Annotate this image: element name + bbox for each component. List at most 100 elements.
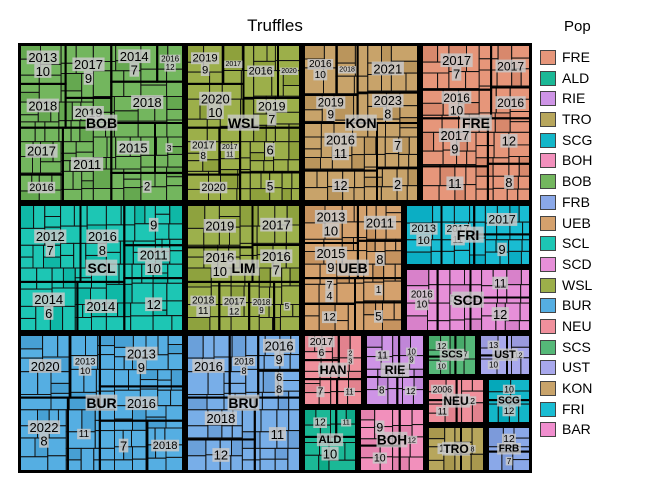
label-backdrop xyxy=(265,142,275,157)
label-backdrop xyxy=(232,356,256,366)
treemap-subcell xyxy=(520,357,531,376)
treemap-subcell xyxy=(81,188,94,202)
treemap-subcell xyxy=(520,284,531,304)
label-backdrop xyxy=(72,57,105,72)
treemap-subcell xyxy=(316,168,329,188)
treemap-group-han: 20176823711HAN xyxy=(300,331,366,409)
cell-label: 2018 xyxy=(206,411,235,426)
treemap-subcell xyxy=(230,455,243,472)
treemap-subcell xyxy=(288,390,301,411)
cell-label: 5 xyxy=(375,310,382,324)
treemap-subcell xyxy=(449,358,465,376)
cell-label: 12 xyxy=(333,179,347,193)
label-backdrop xyxy=(27,181,56,194)
group-label-backdrop xyxy=(492,348,518,361)
label-backdrop xyxy=(313,417,327,428)
label-backdrop xyxy=(341,419,352,427)
treemap-subcell xyxy=(506,268,522,286)
label-backdrop xyxy=(313,69,328,81)
treemap-subcell xyxy=(33,204,46,229)
treemap-subcell xyxy=(166,282,184,302)
label-backdrop xyxy=(204,411,237,425)
label-backdrop xyxy=(97,243,108,257)
label-backdrop xyxy=(164,63,176,72)
treemap-subcell xyxy=(509,121,531,133)
treemap-subcell xyxy=(387,388,403,406)
label-backdrop xyxy=(265,180,275,193)
cell-label: 9 xyxy=(327,260,334,275)
label-backdrop xyxy=(404,386,417,396)
legend-swatch xyxy=(540,277,556,293)
label-backdrop xyxy=(283,302,291,311)
cell-label: 2016 xyxy=(326,133,355,148)
group-label: NEU xyxy=(443,394,468,408)
cell-label: 2016 xyxy=(265,339,294,354)
cell-label: 2018 xyxy=(28,98,57,113)
treemap-subcell xyxy=(454,426,473,443)
treemap-subcell xyxy=(132,446,147,460)
cell-label: 2014 xyxy=(86,299,115,314)
treemap-subcell xyxy=(506,188,519,202)
cell-label: 7 xyxy=(318,387,324,398)
label-backdrop xyxy=(497,242,507,257)
cell-label: 10 xyxy=(323,446,337,461)
label-backdrop xyxy=(212,448,230,462)
treemap-subcell xyxy=(334,302,349,322)
label-backdrop xyxy=(45,243,55,257)
treemap-subcell xyxy=(253,44,268,62)
cell-label: 13 xyxy=(489,340,499,350)
label-backdrop xyxy=(274,352,284,367)
label-backdrop xyxy=(436,406,449,417)
group-label-backdrop xyxy=(227,259,260,276)
cell-label: 9 xyxy=(409,356,413,365)
treemap-subcell xyxy=(239,225,258,244)
treemap-subcell xyxy=(157,379,172,391)
treemap-subcell xyxy=(43,256,62,269)
cell-label: 2 xyxy=(394,177,401,192)
label-backdrop xyxy=(375,420,385,434)
treemap-subcell xyxy=(113,110,139,122)
treemap-subcell xyxy=(427,320,451,332)
cell-label: 12 xyxy=(146,297,160,312)
group-label: SCS xyxy=(441,350,462,361)
cell-label: 12 xyxy=(166,63,176,72)
treemap-subcell xyxy=(131,429,147,448)
label-backdrop xyxy=(325,290,334,303)
cell-label: 6 xyxy=(276,372,282,384)
cell-label: 2016 xyxy=(194,359,223,374)
label-backdrop xyxy=(383,107,393,121)
cell-label: 8 xyxy=(376,252,383,267)
treemap-cell: 11 xyxy=(336,378,364,407)
treemap-subcell xyxy=(274,44,301,62)
treemap-subcell xyxy=(60,73,83,92)
treemap-subcell xyxy=(421,88,444,104)
cell-label: 11 xyxy=(226,151,233,158)
treemap-subcell xyxy=(19,114,39,123)
cell-label: 2 xyxy=(144,181,151,194)
cell-label: 10 xyxy=(504,385,514,395)
cell-label: 12 xyxy=(503,434,515,445)
treemap-subcell xyxy=(105,204,122,226)
treemap-subcell xyxy=(382,319,403,332)
treemap-group-frb: 12 7 FRB xyxy=(484,423,532,473)
treemap-subcell xyxy=(139,379,159,390)
label-backdrop xyxy=(505,456,513,466)
label-backdrop xyxy=(502,406,516,417)
cell-label: 2014 xyxy=(34,292,63,307)
group-label: SCG xyxy=(498,396,520,407)
treemap-subcell xyxy=(385,118,401,138)
label-backdrop xyxy=(71,157,104,171)
cell-label: 2017 xyxy=(262,218,291,233)
treemap-subcell xyxy=(464,318,483,332)
cell-label: 11 xyxy=(271,427,285,442)
label-backdrop xyxy=(314,246,348,261)
label-backdrop xyxy=(363,215,397,230)
label-backdrop xyxy=(316,96,346,109)
cell-label: 11 xyxy=(345,388,353,397)
label-backdrop xyxy=(224,60,243,68)
treemap-subcell xyxy=(92,136,108,158)
treemap-subcell xyxy=(359,427,376,440)
label-backdrop xyxy=(513,351,524,359)
